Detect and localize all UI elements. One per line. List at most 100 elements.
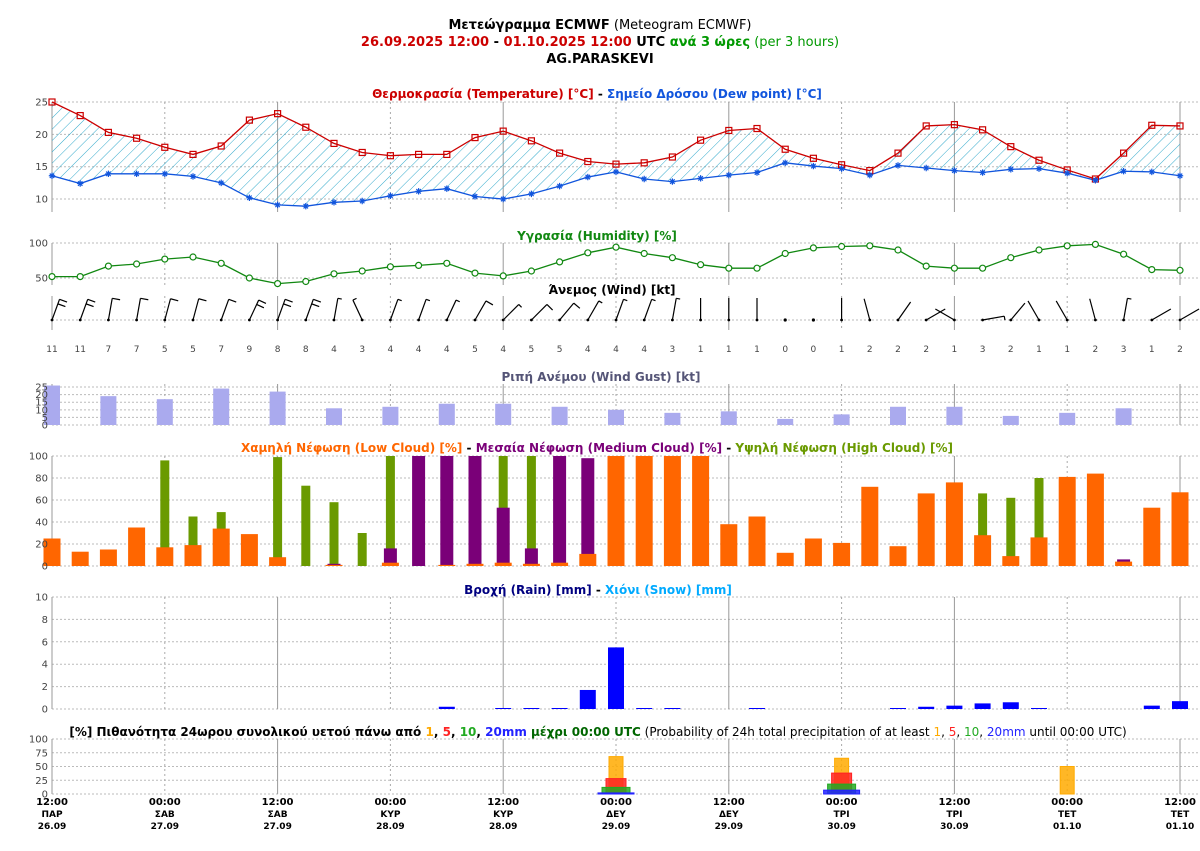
wind-barb-shaft [863, 298, 871, 321]
temperature-point [1035, 156, 1043, 164]
humidity-tick-label: 100 [29, 239, 48, 250]
dew-point-point [782, 159, 789, 167]
wind-barb-shaft [671, 298, 677, 321]
dew-point-point [1120, 168, 1127, 175]
cloud-tick-label: 60 [35, 496, 48, 507]
gust-bar [156, 399, 173, 425]
prob-title-greek: [%] Πιθανότητα 24ωρου συνολικού υετού πά… [69, 725, 425, 739]
temperature-title: Θερμοκρασία (Temperature) [°C] [372, 87, 594, 101]
wind-speed-label: 3 [1121, 345, 1127, 355]
time-axis-hour: 00:00 [1051, 797, 1083, 808]
dew-point-point [77, 180, 84, 187]
probability-tick-label: 0 [42, 790, 48, 801]
low-cloud-bar [466, 563, 484, 566]
rain-bar [579, 689, 596, 709]
dew-point-point [189, 173, 197, 180]
low-cloud-bar [748, 516, 766, 566]
time-axis-hour: 12:00 [1164, 797, 1196, 808]
temperature-tick-label: 25 [35, 98, 48, 109]
dew-point-point [500, 195, 507, 203]
wind-barb-shaft [925, 308, 946, 321]
gust-tick-label: 10 [35, 405, 48, 416]
wind-barb-shaft [248, 299, 260, 321]
low-cloud-bar [833, 542, 851, 566]
low-cloud-bar [438, 564, 456, 566]
prob-threshold-1: 1 [425, 725, 433, 739]
dew-point-point [246, 194, 253, 201]
gust-bar [1002, 415, 1019, 425]
temperature-point [894, 149, 902, 157]
humidity-point [386, 263, 394, 271]
gust-bar [777, 418, 794, 425]
probability-tick-label: 75 [35, 748, 48, 759]
probability-tick-label: 100 [29, 735, 48, 746]
wind-barb-shaft [643, 299, 653, 321]
humidity-point [499, 272, 507, 280]
wind-speed-label: 1 [754, 345, 760, 355]
humidity-point [922, 262, 930, 270]
prob-comma-2: , [451, 725, 460, 739]
humidity-point [133, 260, 141, 268]
rain-bar [1143, 705, 1160, 709]
dew-point-point [1064, 169, 1071, 177]
humidity-point [894, 246, 902, 254]
low-cloud-bar [804, 538, 822, 566]
wind-barb-shaft [530, 304, 548, 321]
date-start: 26.09.2025 12:00 [360, 35, 490, 50]
temperature-point [358, 148, 366, 157]
wind-speed-label: 8 [303, 345, 309, 355]
humidity-point [837, 242, 846, 251]
low-cloud-bar [861, 486, 879, 566]
gust-bar [382, 406, 399, 425]
chart-title: Μετεώγραμμα ECMWF (Meteogram ECMWF) [0, 18, 1200, 34]
humidity-point [1063, 242, 1071, 250]
low-cloud-bar [551, 562, 569, 566]
low-cloud-bar [974, 535, 992, 566]
wind-barb-feather [313, 298, 322, 303]
dew-point-point [218, 179, 225, 187]
wind-barb-shaft [446, 299, 457, 321]
wind-barb-feather [112, 297, 121, 301]
rain-bar [664, 708, 681, 709]
dew-point-point [923, 164, 930, 172]
probability-bar-p20 [597, 792, 635, 795]
time-axis-date: 29.09 [602, 822, 630, 832]
temperature-point [584, 157, 592, 166]
rain-bar [523, 708, 540, 709]
low-cloud-bar [720, 524, 738, 566]
wind-barb-feather [455, 299, 460, 303]
humidity-point [245, 274, 253, 282]
wind-barb-feather [140, 297, 149, 301]
temperature-point [922, 122, 930, 130]
wind-barb-feather [198, 298, 207, 302]
step-english: (per 3 hours) [750, 35, 840, 50]
wind-barb-feather [87, 298, 96, 303]
wind-speed-label: 4 [500, 345, 506, 355]
humidity-point [1035, 246, 1043, 254]
temperature-point [527, 137, 536, 145]
dew-point-point [1148, 168, 1155, 176]
cloud-tick-label: 20 [35, 540, 48, 551]
wind-speed-label: 2 [923, 345, 929, 355]
probability-tick-label: 25 [35, 776, 48, 787]
rain-bar [749, 708, 765, 709]
time-axis-date: 28.09 [376, 822, 404, 832]
time-axis-day: ΤΕΤ [1171, 810, 1190, 820]
probability-bar-p1 [1059, 766, 1075, 795]
wind-barb-feather [170, 298, 179, 302]
rain-bar [438, 706, 455, 709]
low-cloud-bar [156, 547, 174, 566]
humidity-point [1007, 254, 1015, 262]
temperature-point [386, 152, 394, 160]
wind-speed-label: 0 [811, 345, 817, 355]
low-cloud-bar [945, 482, 963, 566]
time-axis-day: ΠΑΡ [41, 810, 62, 820]
wind-barb-feather [573, 302, 581, 309]
wind-speed-label: 1 [839, 345, 845, 355]
temperature-point [471, 133, 479, 142]
low-cloud-bar [99, 549, 117, 566]
low-cloud-bar [1115, 561, 1133, 566]
temperature-tick-label: 20 [35, 130, 48, 141]
dew-point-point [302, 202, 309, 210]
wind-barb-shaft [277, 299, 286, 321]
